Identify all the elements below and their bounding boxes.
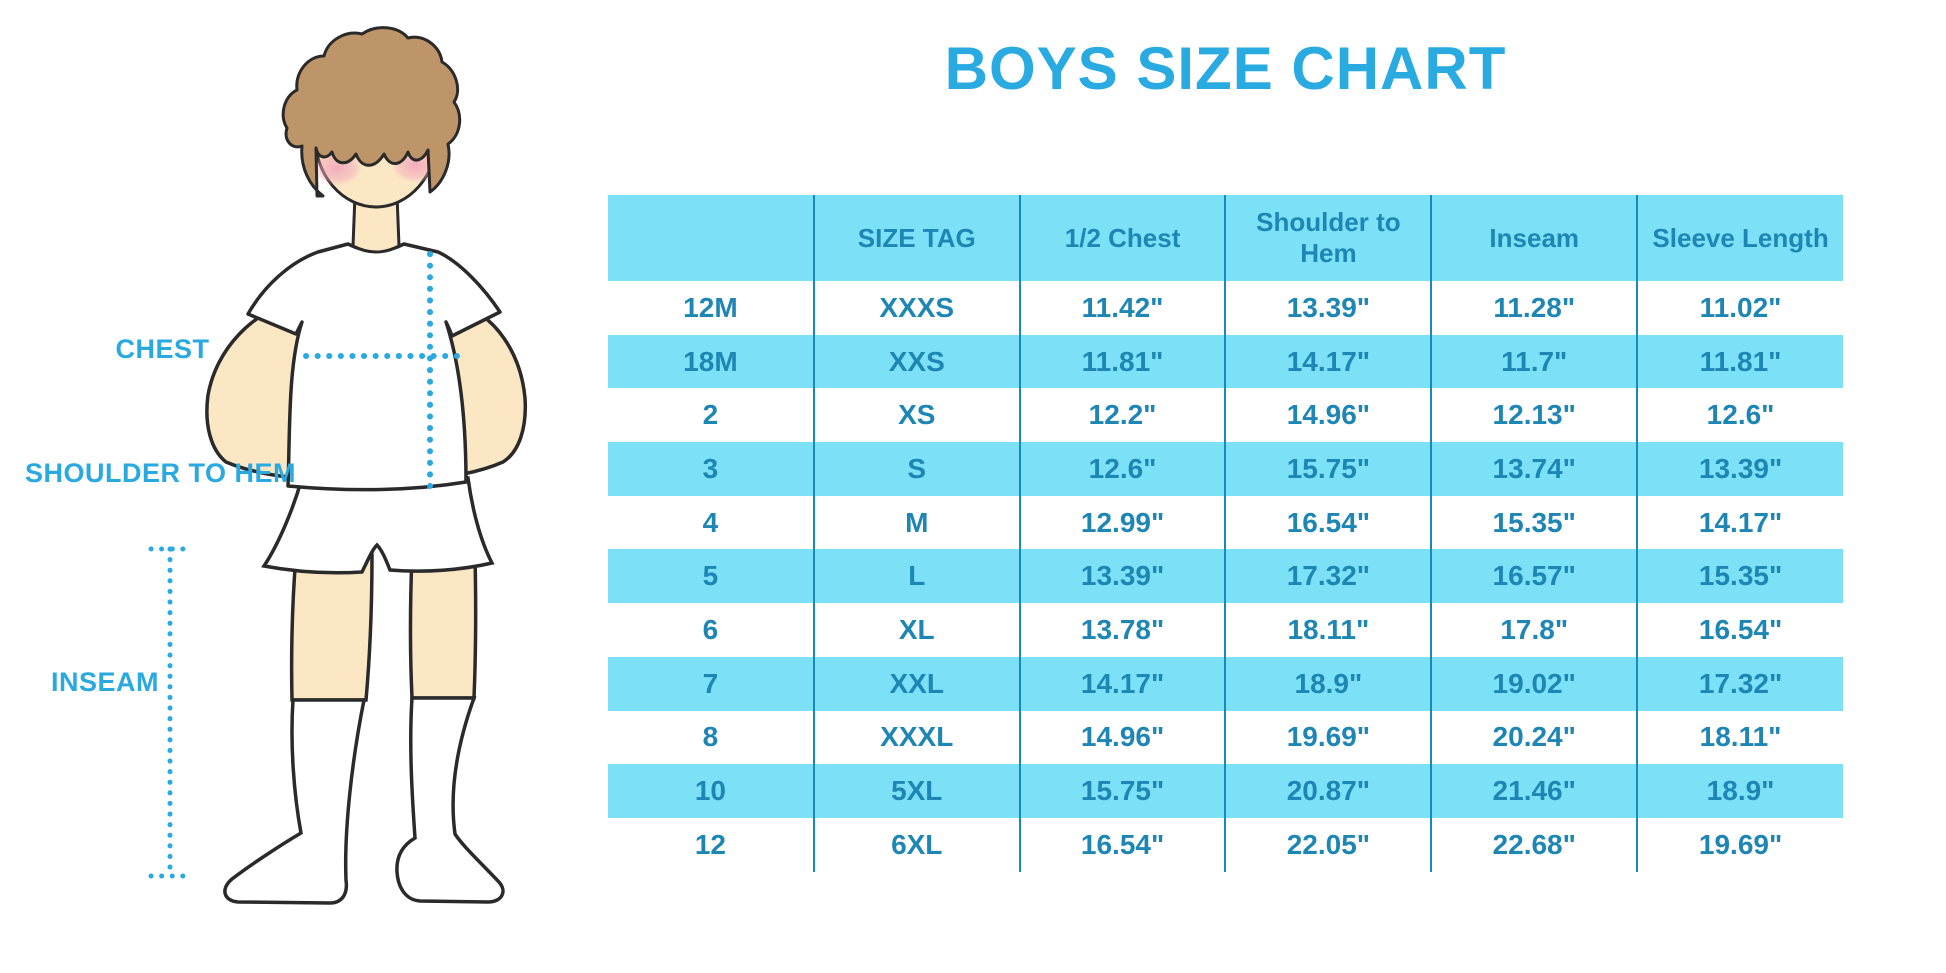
table-cell: 12.13" (1430, 388, 1638, 443)
table-cell: 4 (608, 495, 814, 550)
table-cell: S (812, 442, 1020, 496)
table-cell: 8 (608, 710, 814, 765)
table-cell: 14.17" (1018, 656, 1226, 711)
header-cell-shoulder-to-hem: Shoulder to Hem (1224, 195, 1432, 281)
table-cell: 18.11" (1224, 603, 1432, 657)
table-cell: 18.11" (1636, 710, 1843, 765)
table-header-row: SIZE TAG 1/2 Chest Shoulder to Hem Insea… (608, 195, 1843, 281)
boy-figure-drawing (148, 26, 528, 905)
table-cell: 19.02" (1430, 656, 1638, 711)
table-cell: 13.74" (1430, 442, 1638, 496)
table-cell: 6 (608, 603, 814, 657)
table-cell: 16.54" (1018, 817, 1226, 872)
table-cell: 22.05" (1224, 817, 1432, 872)
table-cell: 22.68" (1430, 817, 1638, 872)
table-cell: L (812, 549, 1020, 604)
table-cell: 3 (608, 442, 814, 496)
table-cell: 19.69" (1636, 817, 1843, 872)
page-title: BOYS SIZE CHART (944, 35, 1507, 102)
table-row: 10 5XL 15.75" 20.87" 21.46" 18.9" (608, 764, 1843, 818)
table-cell: 15.75" (1018, 764, 1226, 818)
header-cell-sleeve-length: Sleeve Length (1636, 195, 1843, 281)
table-cell: 12.6" (1018, 442, 1226, 496)
size-table: SIZE TAG 1/2 Chest Shoulder to Hem Insea… (608, 195, 1843, 872)
boy-hair (281, 26, 462, 198)
table-cell: 11.81" (1018, 334, 1226, 389)
header-cell-inseam: Inseam (1430, 195, 1638, 281)
table-row: 7 XXL 14.17" 18.9" 19.02" 17.32" (608, 656, 1843, 711)
boy-neck (351, 193, 401, 254)
table-row: 5 L 13.39" 17.32" 16.57" 15.35" (608, 549, 1843, 604)
table-cell: XXL (812, 656, 1020, 711)
header-cell-half-chest: 1/2 Chest (1018, 195, 1226, 281)
table-cell: 2 (608, 388, 814, 443)
table-cell: 12 (608, 817, 814, 872)
table-cell: 11.42" (1018, 281, 1226, 335)
table-row: 12M XXXS 11.42" 13.39" 11.28" 11.02" (608, 281, 1843, 335)
table-cell: 12.6" (1636, 388, 1843, 443)
table-cell: 11.81" (1636, 334, 1843, 389)
table-cell: 13.39" (1018, 549, 1226, 604)
table-cell: 14.17" (1636, 495, 1843, 550)
header-cell-size-tag: SIZE TAG (812, 195, 1020, 281)
inseam-label: INSEAM (50, 667, 159, 697)
table-cell: 15.75" (1224, 442, 1432, 496)
boy-socks (223, 696, 505, 905)
table-cell: 5XL (812, 764, 1020, 818)
table-cell: 11.02" (1636, 281, 1843, 335)
table-cell: 19.69" (1224, 710, 1432, 765)
boy-illustration: CHEST SHOULDER TO HEM INSEAM (0, 0, 560, 973)
table-row: 2 XS 12.2" 14.96" 12.13" 12.6" (608, 388, 1843, 443)
table-cell: 14.96" (1018, 710, 1226, 765)
table-cell: 12.2" (1018, 388, 1226, 443)
table-row: 8 XXXL 14.96" 19.69" 20.24" 18.11" (608, 710, 1843, 765)
table-row: 18M XXS 11.81" 14.17" 11.7" 11.81" (608, 334, 1843, 389)
table-cell: 16.54" (1224, 495, 1432, 550)
table-cell: 17.32" (1636, 656, 1843, 711)
table-cell: 18M (608, 334, 814, 389)
header-cell-size (608, 195, 814, 281)
boy-shorts (261, 476, 495, 575)
table-cell: 11.28" (1430, 281, 1638, 335)
table-cell: 5 (608, 549, 814, 604)
chest-label: CHEST (115, 334, 210, 364)
table-cell: 12M (608, 281, 814, 335)
table-cell: 7 (608, 656, 814, 711)
table-cell: 18.9" (1636, 764, 1843, 818)
table-cell: 12.99" (1018, 495, 1226, 550)
table-cell: 14.17" (1224, 334, 1432, 389)
table-cell: 18.9" (1224, 656, 1432, 711)
table-cell: 13.78" (1018, 603, 1226, 657)
table-cell: 14.96" (1224, 388, 1432, 443)
table-cell: 15.35" (1430, 495, 1638, 550)
table-cell: 10 (608, 764, 814, 818)
table-cell: 16.57" (1430, 549, 1638, 604)
table-cell: 16.54" (1636, 603, 1843, 657)
table-cell: 17.32" (1224, 549, 1432, 604)
table-row: 3 S 12.6" 15.75" 13.74" 13.39" (608, 442, 1843, 496)
size-table-container: SIZE TAG 1/2 Chest Shoulder to Hem Insea… (608, 195, 1843, 872)
boy-legs (289, 553, 478, 702)
table-cell: XXXS (812, 281, 1020, 335)
boy-shirt (246, 242, 502, 492)
table-cell: 13.39" (1636, 442, 1843, 496)
table-row: 6 XL 13.78" 18.11" 17.8" 16.54" (608, 603, 1843, 657)
table-cell: 15.35" (1636, 549, 1843, 604)
table-cell: XL (812, 603, 1020, 657)
table-cell: XS (812, 388, 1020, 443)
table-body: 12M XXXS 11.42" 13.39" 11.28" 11.02" 18M XXS 11.… (608, 281, 1843, 872)
shoulder-to-hem-label: SHOULDER TO HEM (24, 458, 296, 488)
table-cell: M (812, 495, 1020, 550)
table-cell: 20.87" (1224, 764, 1432, 818)
table-cell: XXXL (812, 710, 1020, 765)
table-cell: XXS (812, 334, 1020, 389)
table-row: 4 M 12.99" 16.54" 15.35" 14.17" (608, 495, 1843, 550)
table-cell: 13.39" (1224, 281, 1432, 335)
table-cell: 11.7" (1430, 334, 1638, 389)
table-cell: 6XL (812, 817, 1020, 872)
table-cell: 21.46" (1430, 764, 1638, 818)
table-row: 12 6XL 16.54" 22.05" 22.68" 19.69" (608, 817, 1843, 872)
table-cell: 17.8" (1430, 603, 1638, 657)
table-cell: 20.24" (1430, 710, 1638, 765)
